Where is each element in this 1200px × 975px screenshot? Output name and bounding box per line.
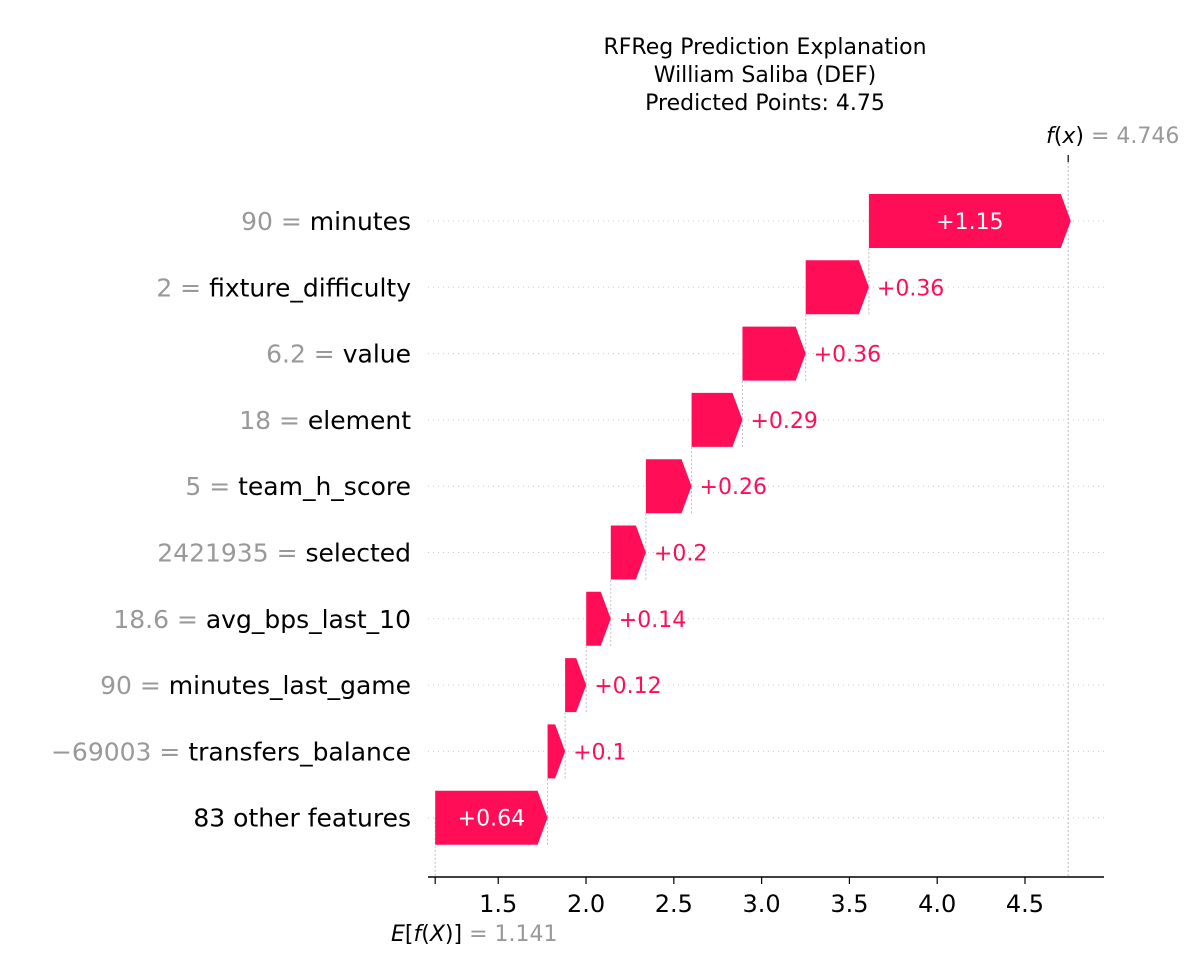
fx-label: f(x) = 4.746 — [1046, 124, 1179, 149]
feature-label: 18 = element — [239, 406, 411, 435]
bar-fixture-difficulty — [805, 260, 869, 315]
feature-label: 5 = team_h_score — [185, 472, 411, 501]
feature-value: 90 = — [100, 671, 169, 700]
bar-83-other-features — [435, 790, 548, 845]
contribution-bars: +1.15 +0.36 +0.36 +0.29 +0.26 +0.2 +0.14 +0.12 +… — [435, 194, 1071, 845]
feature-name: selected — [305, 539, 411, 568]
feature-name: minutes_last_game — [169, 671, 411, 700]
bar-value-label: +0.2 — [654, 542, 707, 567]
feature-value: −69003 = — [51, 737, 188, 766]
x-tick-label: 1.5 — [479, 890, 517, 918]
feature-value: 18 = — [239, 406, 308, 435]
bar-team-h-score — [645, 459, 692, 514]
bar-avg-bps-last-10 — [586, 591, 611, 646]
x-tick-label: 3.5 — [830, 890, 868, 918]
bar-value-label: +0.14 — [619, 608, 686, 633]
fx-value: = 4.746 — [1084, 124, 1179, 149]
bar-value — [742, 326, 806, 381]
fx-annotation: f(x) = 4.746 — [1046, 124, 1179, 162]
feature-label: 90 = minutes — [241, 207, 411, 236]
feature-label: 2421935 = selected — [157, 539, 411, 568]
x-tick-label: 2.0 — [567, 890, 605, 918]
feature-name: team_h_score — [238, 472, 411, 501]
feature-value: 18.6 = — [113, 605, 206, 634]
feature-name: fixture_difficulty — [209, 273, 411, 302]
bar-value-label: +1.15 — [936, 210, 1003, 235]
feature-value: 5 = — [185, 472, 238, 501]
feature-value: 90 = — [241, 207, 310, 236]
feature-name: transfers_balance — [188, 737, 411, 766]
x-tick-label: 4.0 — [918, 890, 956, 918]
base-symbol-f: f — [414, 922, 425, 947]
base-value-annotation: E[f(X)] = 1.141 — [391, 922, 558, 947]
bar-minutes — [868, 194, 1071, 248]
feature-label: 6.2 = value — [266, 340, 411, 369]
x-tick-label: 3.0 — [743, 890, 781, 918]
feature-label: −69003 = transfers_balance — [51, 737, 411, 766]
bar-value-label: +0.26 — [700, 475, 767, 500]
feature-value: 6.2 = — [266, 340, 343, 369]
bar-minutes-last-game — [565, 658, 587, 713]
base-symbol-paren-open: ( — [421, 922, 430, 947]
base-symbol-X: X — [429, 922, 446, 947]
row-gridlines — [428, 220, 1104, 819]
fx-symbol-paren-close: ) — [1075, 124, 1084, 149]
feature-value: 2 = — [156, 273, 209, 302]
base-symbol-bracket-open: [ — [405, 922, 414, 947]
feature-name: avg_bps_last_10 — [206, 605, 411, 634]
x-axis: 1.5 2.0 2.5 3.0 3.5 4.0 4.5 — [428, 876, 1104, 918]
title-line-1: William Saliba (DEF) — [654, 63, 876, 88]
bar-value-label: +0.29 — [750, 409, 817, 434]
feature-name: element — [308, 406, 411, 435]
x-tick-label: 2.5 — [655, 890, 693, 918]
feature-labels: 90 = minutes 2 = fixture_difficulty 6.2 = … — [51, 207, 411, 833]
base-symbol-close: )] — [445, 922, 462, 947]
feature-label: 18.6 = avg_bps_last_10 — [113, 605, 411, 634]
guide-lines — [434, 158, 1069, 877]
bar-element — [691, 392, 743, 447]
x-tick-label: 4.5 — [1006, 890, 1044, 918]
feature-name: minutes — [310, 207, 411, 236]
bar-value-label: +0.36 — [814, 343, 881, 368]
chart-title: RFReg Prediction Explanation William Sali… — [603, 35, 926, 116]
base-value-label: E[f(X)] = 1.141 — [391, 922, 558, 947]
fx-symbol-paren-open: ( — [1054, 124, 1063, 149]
base-value: = 1.141 — [462, 922, 557, 947]
base-symbol-E: E — [391, 922, 405, 947]
feature-value: 2421935 = — [157, 539, 305, 568]
feature-name: 83 other features — [193, 804, 411, 833]
bar-value-label: +0.1 — [573, 740, 626, 765]
title-line-2: Predicted Points: 4.75 — [645, 91, 885, 116]
feature-label: 90 = minutes_last_game — [100, 671, 411, 700]
feature-label: 83 other features — [193, 804, 411, 833]
title-line-0: RFReg Prediction Explanation — [603, 35, 926, 60]
bar-value-label: +0.12 — [594, 674, 661, 699]
bar-selected — [610, 525, 646, 580]
feature-name: value — [343, 340, 411, 369]
fx-symbol-f: f — [1046, 124, 1057, 149]
feature-label: 2 = fixture_difficulty — [156, 273, 411, 302]
bar-value-label: +0.64 — [458, 807, 525, 832]
fx-symbol-x: x — [1061, 124, 1076, 149]
bar-transfers-balance — [547, 724, 566, 779]
bar-value-label: +0.36 — [877, 276, 944, 301]
